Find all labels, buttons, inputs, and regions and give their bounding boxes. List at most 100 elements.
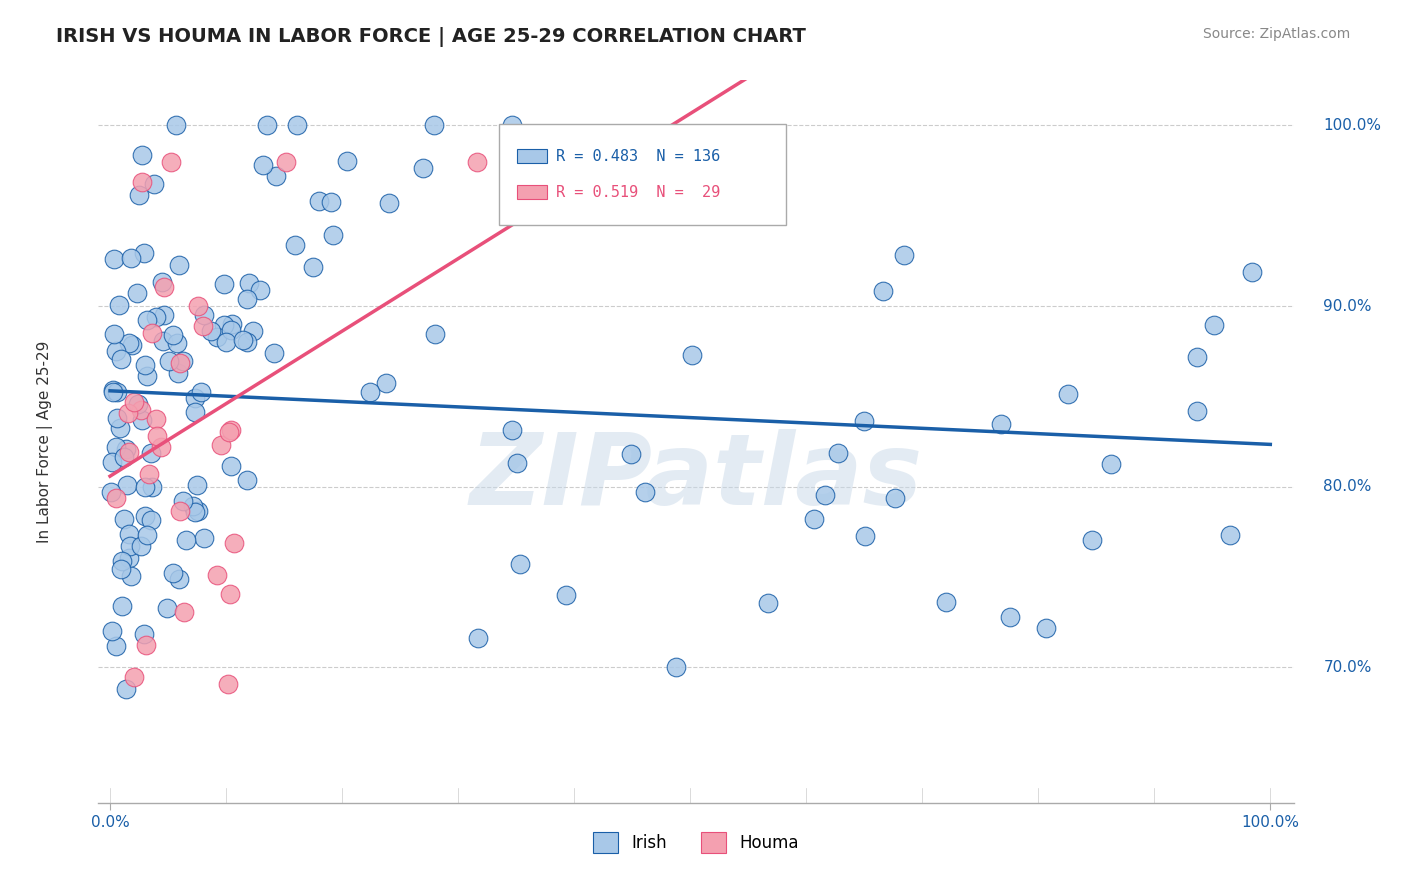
Point	[1056, 387, 1078, 401]
Point	[104, 440, 127, 454]
Point	[112, 450, 135, 464]
Text: 100.0%: 100.0%	[1323, 118, 1382, 133]
Point	[190, 385, 212, 400]
Point	[162, 328, 184, 343]
Point	[263, 346, 285, 360]
Point	[218, 586, 240, 600]
Point	[872, 284, 894, 298]
Point	[301, 260, 323, 275]
Point	[120, 569, 142, 583]
Point	[187, 299, 209, 313]
Point	[249, 283, 271, 297]
Point	[221, 323, 243, 337]
Point	[104, 491, 127, 505]
Point	[103, 252, 125, 267]
Point	[135, 638, 157, 652]
Point	[118, 551, 141, 566]
Point	[146, 429, 169, 443]
Point	[118, 336, 141, 351]
Point	[138, 467, 160, 481]
Point	[853, 413, 876, 427]
Point	[105, 385, 128, 400]
Point	[150, 276, 173, 290]
Point	[150, 440, 173, 454]
Point	[425, 327, 447, 342]
Point	[378, 195, 401, 210]
Point	[155, 601, 177, 615]
Point	[212, 277, 235, 292]
Point	[186, 478, 208, 492]
Point	[103, 384, 125, 398]
Point	[322, 227, 344, 242]
Point	[187, 504, 209, 518]
Point	[169, 355, 191, 369]
Point	[217, 677, 239, 691]
Point	[167, 258, 190, 272]
Point	[131, 148, 153, 162]
Point	[634, 484, 657, 499]
Point	[555, 588, 578, 602]
Point	[236, 473, 259, 487]
Point	[117, 478, 139, 492]
Point	[620, 447, 643, 461]
Point	[375, 376, 398, 391]
Point	[122, 395, 145, 409]
Point	[505, 457, 527, 471]
Point	[105, 343, 128, 358]
FancyBboxPatch shape	[517, 149, 547, 163]
Point	[112, 512, 135, 526]
Point	[167, 366, 190, 380]
Point	[184, 405, 207, 419]
Point	[218, 425, 240, 440]
Point	[134, 358, 156, 372]
Text: R = 0.483  N = 136: R = 0.483 N = 136	[557, 149, 720, 163]
Point	[132, 246, 155, 260]
Point	[131, 403, 153, 417]
Point	[336, 154, 359, 169]
Point	[1204, 318, 1226, 333]
Point	[214, 318, 236, 333]
Point	[308, 194, 330, 208]
Point	[114, 442, 136, 457]
Point	[157, 353, 180, 368]
Point	[224, 535, 246, 549]
Point	[101, 384, 124, 399]
Point	[142, 177, 165, 191]
Point	[172, 353, 194, 368]
Point	[114, 681, 136, 696]
Point	[665, 660, 688, 674]
Text: 70.0%: 70.0%	[1323, 660, 1372, 675]
Point	[893, 248, 915, 262]
Point	[120, 251, 142, 265]
Point	[105, 411, 128, 425]
Point	[183, 499, 205, 513]
Point	[135, 313, 157, 327]
Point	[145, 412, 167, 426]
Point	[827, 446, 849, 460]
Point	[884, 491, 907, 506]
Point	[165, 119, 187, 133]
Point	[252, 158, 274, 172]
Point	[232, 334, 254, 348]
Point	[152, 334, 174, 348]
Point	[135, 369, 157, 384]
Point	[193, 531, 215, 545]
Point	[101, 624, 124, 639]
Point	[219, 458, 242, 473]
Point	[1241, 265, 1264, 279]
Text: 80.0%: 80.0%	[1323, 479, 1372, 494]
Point	[167, 572, 190, 586]
Point	[131, 175, 153, 189]
Point	[162, 566, 184, 580]
Point	[141, 480, 163, 494]
Point	[465, 154, 488, 169]
Point	[141, 326, 163, 341]
Point	[284, 237, 307, 252]
Point	[359, 384, 381, 399]
Point	[160, 154, 183, 169]
Point	[121, 338, 143, 352]
Point	[166, 336, 188, 351]
Point	[200, 324, 222, 338]
Point	[111, 554, 134, 568]
Point	[103, 326, 125, 341]
